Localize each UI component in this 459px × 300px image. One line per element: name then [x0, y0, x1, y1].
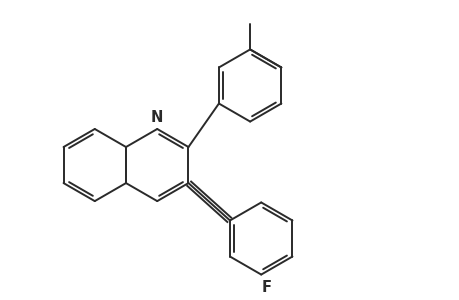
- Text: F: F: [261, 280, 271, 295]
- Text: N: N: [150, 110, 162, 125]
